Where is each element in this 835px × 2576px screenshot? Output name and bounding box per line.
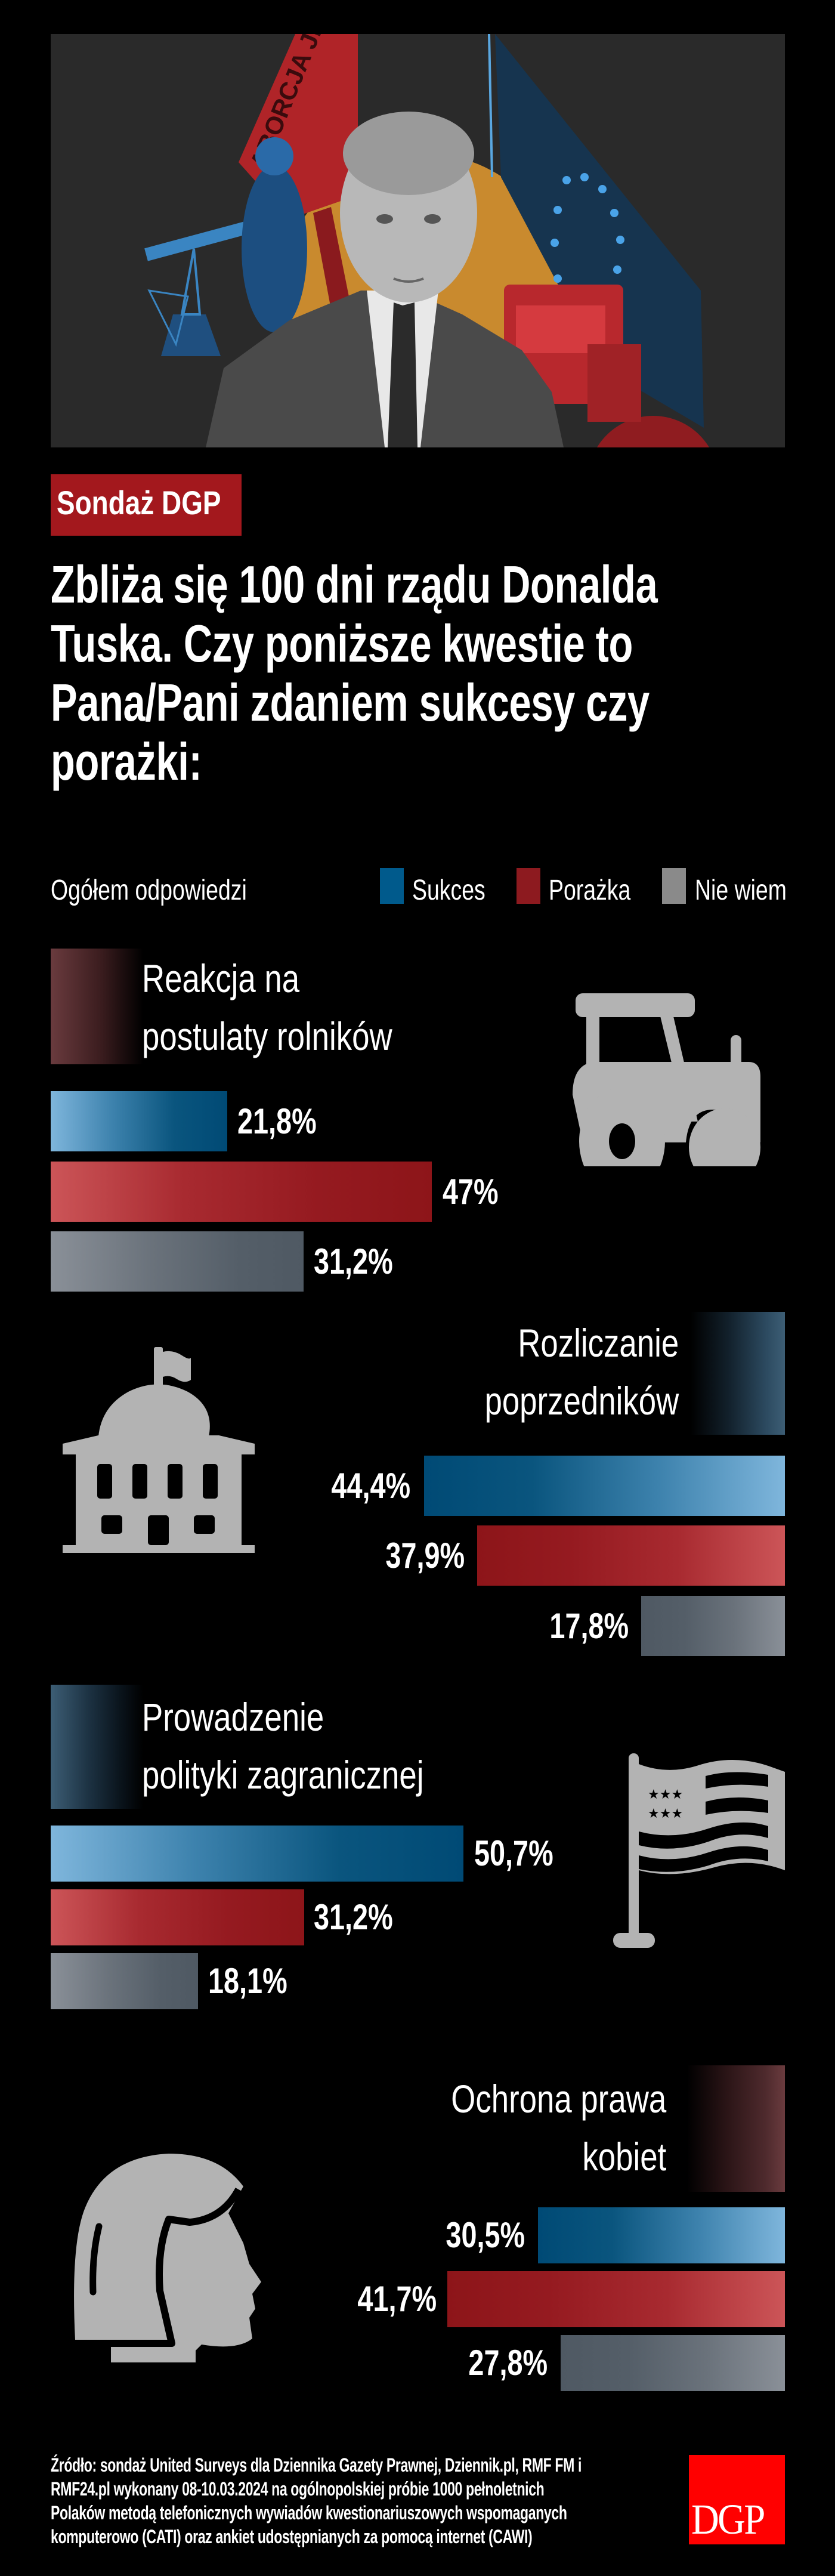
flag-icon: ★★★ ★★★	[613, 1753, 785, 1948]
legend-label-porazka: Porażka	[549, 875, 631, 906]
chart-legend: Ogółem odpowiedzi Sukces Porażka Nie wie…	[51, 868, 790, 916]
source-line: komputerowo (CATI) oraz ankiet udostępni…	[51, 2526, 533, 2547]
value-sukces: 50,7%	[474, 1833, 553, 1873]
section-accent-block	[51, 949, 143, 1064]
hero-collage-image: ABORCJA JEST OK	[51, 34, 785, 447]
bar-porazka	[447, 2271, 785, 2327]
section-title-line: poprzedników	[484, 1379, 679, 1423]
bar-porazka	[51, 1162, 432, 1222]
legend-swatch-nie-wiem	[662, 868, 686, 904]
section-title-line: polityki zagranicznej	[142, 1753, 424, 1797]
bar-sukces	[51, 1826, 463, 1882]
title-line: Pana/Pani zdaniem sukcesy czy	[51, 673, 650, 732]
value-nie-wiem: 27,8%	[468, 2343, 548, 2383]
logo-text: DGP	[691, 2495, 765, 2543]
source-line: Źródło: sondaż United Surveys dla Dzienn…	[51, 2454, 582, 2476]
source-line: RMF24.pl wykonany 08-10.03.2024 na ogóln…	[51, 2478, 545, 2500]
bar-porazka	[51, 1889, 304, 1945]
bar-sukces	[51, 1091, 227, 1151]
section-title-predecessors: Rozliczanie poprzedników	[436, 1314, 679, 1430]
legend-swatch-sukces	[380, 868, 404, 904]
svg-text:★★★: ★★★	[648, 1806, 683, 1821]
section-title-women-rights: Ochrona prawa kobiet	[397, 2070, 666, 2186]
value-sukces: 44,4%	[331, 1466, 410, 1506]
survey-badge: Sondaż DGP	[51, 474, 242, 536]
woman-profile-icon	[70, 2154, 261, 2362]
badge-label: Sondaż DGP	[57, 484, 221, 521]
value-porazka: 47%	[443, 1172, 499, 1212]
value-nie-wiem: 31,2%	[314, 1241, 393, 1281]
value-sukces: 21,8%	[237, 1101, 317, 1141]
svg-text:★★★: ★★★	[648, 1787, 683, 1802]
legend-title: Ogółem odpowiedzi	[51, 875, 247, 906]
page-title: Zbliża się 100 dni rządu Donalda Tuska. …	[51, 555, 835, 791]
section-title-line: postulaty rolników	[142, 1014, 392, 1058]
value-porazka: 31,2%	[314, 1897, 393, 1937]
bar-nie-wiem	[51, 1231, 304, 1292]
source-note: Źródło: sondaż United Surveys dla Dzienn…	[51, 2453, 826, 2549]
bar-sukces	[538, 2207, 785, 2263]
capitol-building-icon	[63, 1347, 255, 1553]
value-porazka: 37,9%	[385, 1536, 465, 1576]
title-line: Tuska. Czy poniższe kwestie to	[51, 614, 633, 673]
section-accent-block	[691, 1312, 785, 1435]
bar-nie-wiem	[561, 2335, 785, 2391]
section-title-line: Ochrona prawa	[451, 2077, 666, 2121]
section-accent-block	[687, 2065, 785, 2192]
title-line: porażki:	[51, 732, 202, 791]
section-title-line: Prowadzenie	[142, 1695, 324, 1739]
dgp-logo: DGP	[689, 2455, 785, 2544]
bar-porazka	[477, 1525, 785, 1586]
tractor-icon	[573, 993, 760, 1166]
title-line: Zbliża się 100 dni rządu Donalda	[51, 555, 658, 614]
portrait-man	[206, 112, 564, 447]
lady-justice-statue	[144, 137, 307, 356]
bar-nie-wiem	[641, 1596, 785, 1656]
value-nie-wiem: 17,8%	[549, 1606, 629, 1646]
section-accent-block	[51, 1685, 143, 1809]
section-title-line: Reakcja na	[142, 956, 300, 1000]
source-line: Polaków metodą telefonicznych wywiadów k…	[51, 2502, 567, 2524]
section-title-farmers: Reakcja na postulaty rolników	[142, 950, 455, 1065]
section-title-line: kobiet	[582, 2135, 666, 2179]
value-sukces: 30,5%	[446, 2215, 525, 2255]
legend-label-sukces: Sukces	[412, 875, 485, 906]
bar-nie-wiem	[51, 1953, 198, 2009]
legend-swatch-porazka	[517, 868, 540, 904]
value-nie-wiem: 18,1%	[208, 1961, 287, 2001]
legend-label-nie-wiem: Nie wiem	[695, 875, 787, 906]
section-title-line: Rozliczanie	[518, 1321, 679, 1365]
value-porazka: 41,7%	[357, 2279, 437, 2319]
section-title-foreign-policy: Prowadzenie polityki zagranicznej	[142, 1688, 494, 1804]
bar-sukces	[424, 1456, 785, 1516]
